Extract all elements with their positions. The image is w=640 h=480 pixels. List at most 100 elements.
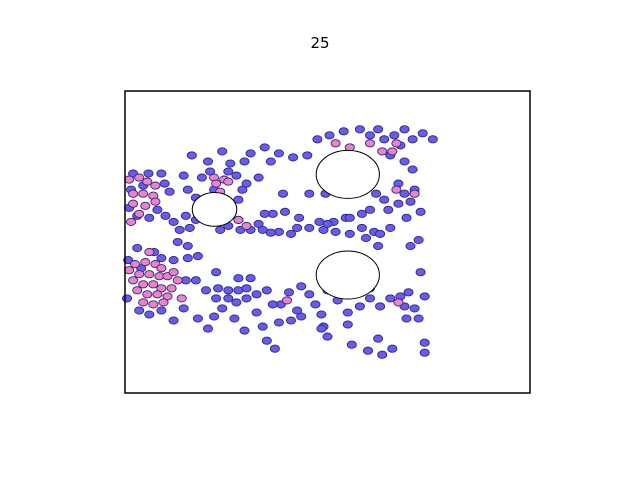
blue-particle xyxy=(354,302,365,311)
blue-particle xyxy=(253,219,264,228)
blue-particle xyxy=(239,326,250,335)
blue-particle xyxy=(156,306,167,315)
pink-particle xyxy=(134,270,145,279)
blue-particle xyxy=(342,308,353,317)
blue-particle xyxy=(373,125,384,134)
blue-particle xyxy=(385,223,396,232)
blue-particle xyxy=(245,149,256,158)
blue-particle xyxy=(144,213,155,222)
blue-particle xyxy=(312,135,323,144)
blue-particle xyxy=(202,157,214,166)
pink-particle xyxy=(158,298,169,307)
blue-particle xyxy=(383,205,394,214)
blue-particle xyxy=(265,157,276,166)
blue-particle xyxy=(405,241,416,251)
pink-particle xyxy=(128,189,139,198)
pink-particle xyxy=(138,280,149,289)
blue-particle xyxy=(209,312,220,321)
blue-particle xyxy=(285,229,297,238)
blue-particle xyxy=(223,167,234,176)
blue-particle xyxy=(217,147,228,156)
blue-particle xyxy=(415,207,426,216)
pink-particle xyxy=(140,258,151,267)
blue-particle xyxy=(344,229,355,238)
blue-particle xyxy=(407,135,418,144)
pink-particle xyxy=(168,268,179,277)
blue-particle xyxy=(310,300,321,309)
blue-particle xyxy=(123,256,134,265)
blue-particle xyxy=(292,223,303,232)
pink-particle xyxy=(134,173,145,182)
blue-particle xyxy=(273,318,284,327)
blue-particle xyxy=(261,286,272,295)
blue-particle xyxy=(364,294,376,303)
blue-particle xyxy=(415,268,426,277)
blue-particle xyxy=(338,127,349,136)
blue-particle xyxy=(419,338,430,347)
pink-particle xyxy=(128,199,139,208)
blue-particle xyxy=(373,241,384,251)
blue-particle xyxy=(405,197,416,206)
pink-particle xyxy=(241,221,252,230)
blue-particle xyxy=(253,173,264,182)
blue-particle xyxy=(251,290,262,299)
blue-particle xyxy=(180,211,191,220)
blue-particle xyxy=(144,310,155,319)
blue-particle xyxy=(192,252,203,261)
blue-particle xyxy=(202,324,214,333)
particle-layer xyxy=(121,125,438,359)
blue-particle xyxy=(241,284,252,293)
pink-particle xyxy=(150,197,161,206)
pink-particle xyxy=(152,290,163,299)
blue-particle xyxy=(413,314,424,323)
blue-particle xyxy=(387,344,398,353)
blue-particle xyxy=(217,304,228,313)
blue-particle xyxy=(231,171,242,180)
blue-particle xyxy=(330,227,341,236)
lower-right-cylinder xyxy=(315,250,380,300)
chart-title: 25 xyxy=(310,34,330,52)
blue-particle xyxy=(164,187,175,196)
blue-particle xyxy=(417,129,428,138)
blue-particle xyxy=(251,308,262,317)
pink-particle xyxy=(166,284,177,293)
blue-particle xyxy=(237,185,248,194)
obstacle-layer xyxy=(191,149,380,300)
blue-particle xyxy=(304,223,315,232)
pink-particle xyxy=(148,300,159,309)
pink-particle xyxy=(148,280,159,289)
blue-particle xyxy=(172,237,183,247)
left-cylinder xyxy=(191,192,238,227)
pink-particle xyxy=(126,217,137,226)
blue-particle xyxy=(168,256,179,265)
pink-particle xyxy=(172,276,183,285)
blue-particle xyxy=(362,346,374,355)
blue-particle xyxy=(419,348,430,357)
pink-particle xyxy=(176,294,187,303)
pink-particle xyxy=(142,177,153,186)
blue-particle xyxy=(257,322,268,331)
pink-particle xyxy=(393,298,404,307)
blue-particle xyxy=(409,304,420,313)
blue-particle xyxy=(196,173,207,182)
blue-particle xyxy=(156,254,167,263)
blue-particle xyxy=(273,149,284,158)
blue-particle xyxy=(186,151,197,160)
blue-particle xyxy=(168,217,179,226)
pink-particle xyxy=(330,139,341,148)
pink-particle xyxy=(138,298,149,307)
blue-particle xyxy=(364,205,376,214)
blue-particle xyxy=(178,171,189,180)
pink-particle xyxy=(142,290,153,299)
pink-particle xyxy=(132,286,143,295)
blue-particle xyxy=(304,290,315,299)
blue-particle xyxy=(259,209,270,218)
pink-particle xyxy=(409,189,420,198)
pink-particle xyxy=(138,189,149,198)
pink-particle xyxy=(211,179,222,188)
blue-particle xyxy=(182,254,193,263)
blue-particle xyxy=(182,241,193,251)
blue-particle xyxy=(267,300,278,309)
blue-particle xyxy=(229,314,240,323)
